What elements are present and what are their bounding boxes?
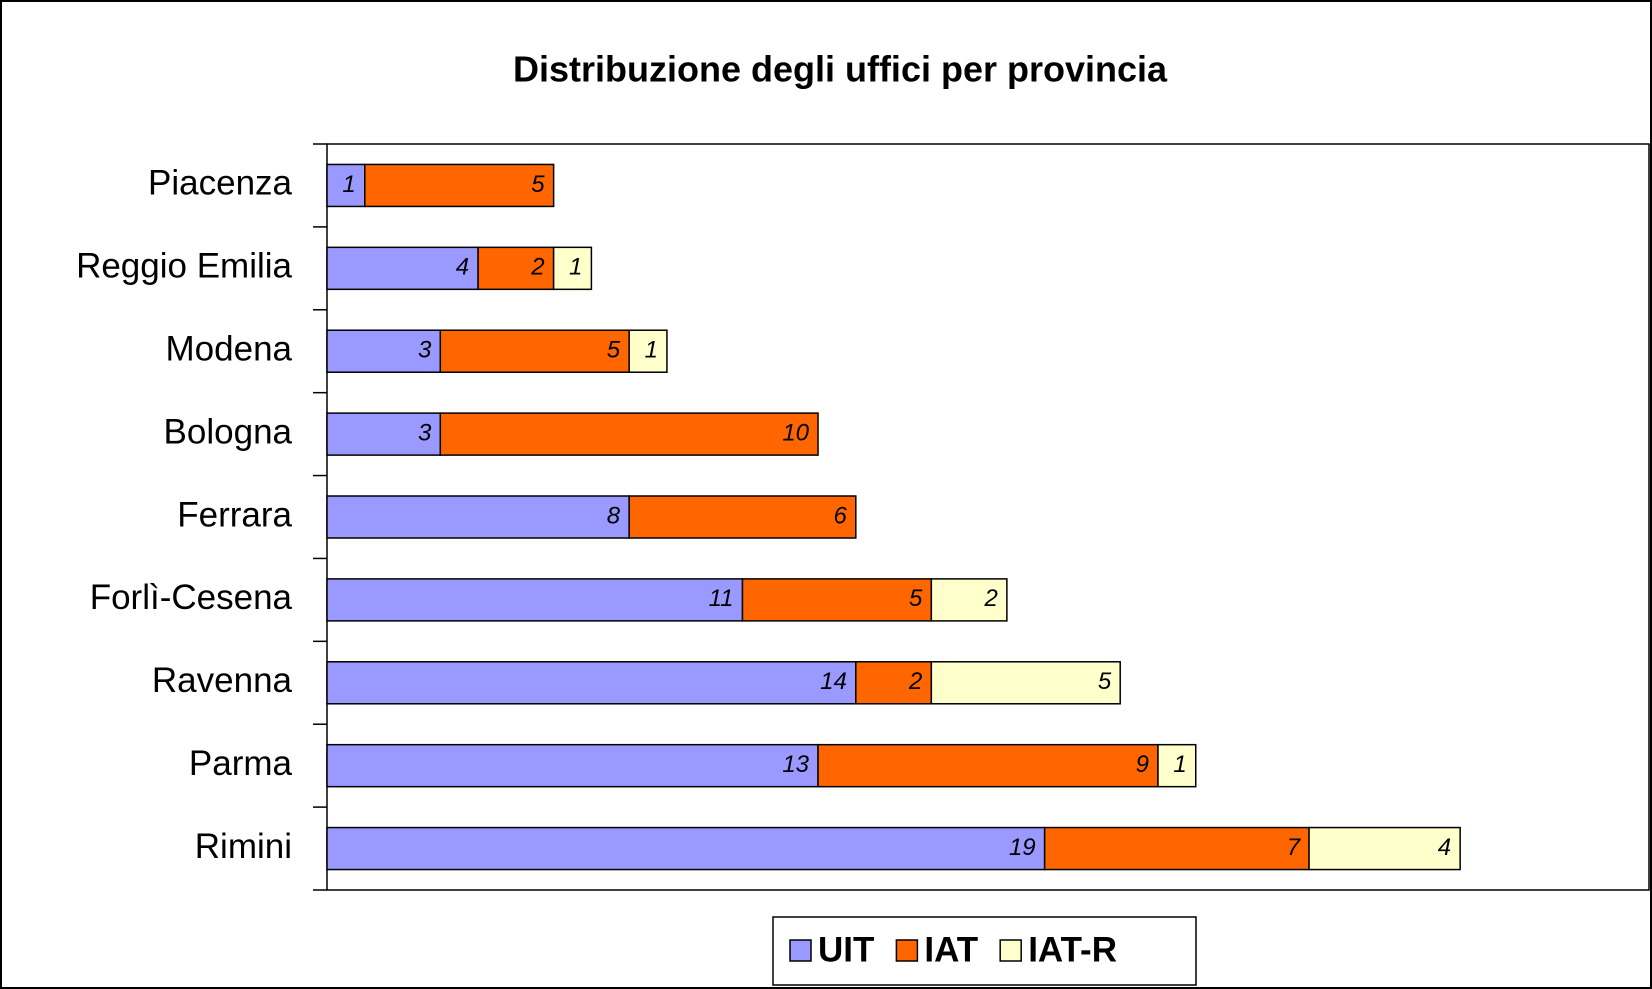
bar-segment <box>477 246 555 291</box>
data-label: 14 <box>820 668 847 695</box>
data-label: 5 <box>531 171 545 198</box>
category-label: Bologna <box>164 412 293 451</box>
bar-segment <box>1308 826 1461 871</box>
bar-segment <box>817 743 1159 788</box>
bar-segment <box>1043 826 1310 871</box>
bar-segment <box>930 661 1121 705</box>
data-label: 11 <box>709 585 734 612</box>
data-label: 5 <box>909 585 923 612</box>
data-label: 7 <box>1287 834 1302 861</box>
data-label: 3 <box>418 337 432 364</box>
data-label: 1 <box>569 254 582 281</box>
category-label: Parma <box>189 744 293 783</box>
bar-segment <box>326 743 819 788</box>
chart-title: Distribuzione degli uffici per provincia <box>513 49 1168 90</box>
category-label: Ferrara <box>177 495 292 534</box>
bar-segment <box>439 329 630 373</box>
data-label: 2 <box>984 585 998 612</box>
bar-segment <box>326 412 442 456</box>
data-label: 4 <box>456 254 469 281</box>
bar-segment <box>326 578 744 622</box>
data-label: 13 <box>782 751 809 778</box>
bar-segment <box>326 661 857 705</box>
bar-segment <box>439 412 819 456</box>
data-label: 5 <box>1098 668 1112 695</box>
category-label: Rimini <box>195 827 292 866</box>
legend-label: IAT <box>924 930 978 969</box>
bar-segment <box>326 495 630 539</box>
bar-segment <box>552 246 593 291</box>
legend-swatch <box>895 939 919 962</box>
bar-segment <box>364 163 555 208</box>
legend-swatch <box>789 939 812 962</box>
data-label: 5 <box>607 337 621 364</box>
data-label: 10 <box>782 419 809 446</box>
bar-segment <box>628 495 857 539</box>
bar-segment <box>326 246 479 291</box>
data-label: 2 <box>530 254 544 281</box>
data-label: 4 <box>1438 834 1451 861</box>
bar-segment <box>326 329 442 373</box>
data-label: 9 <box>1136 751 1149 778</box>
data-label: 3 <box>418 419 432 446</box>
data-label: 8 <box>607 502 621 529</box>
bar-segment <box>741 578 933 622</box>
bar-segment <box>326 826 1046 871</box>
data-label: 6 <box>833 502 847 529</box>
bar-segment <box>628 329 668 373</box>
bar-segment <box>326 163 366 208</box>
category-label: Piacenza <box>148 164 293 203</box>
data-label: 1 <box>645 337 658 364</box>
data-label: 1 <box>342 171 355 198</box>
category-label: Reggio Emilia <box>76 247 292 286</box>
category-label: Ravenna <box>152 661 293 700</box>
legend-swatch <box>999 939 1022 962</box>
category-label: Modena <box>166 329 293 368</box>
legend-label: UIT <box>818 930 874 969</box>
data-label: 1 <box>1173 751 1186 778</box>
legend-box <box>772 916 1197 986</box>
data-label: 19 <box>1009 834 1036 861</box>
data-label: 2 <box>908 668 922 695</box>
bar-segment <box>930 578 1008 622</box>
bar-segment <box>1157 743 1197 788</box>
legend-label: IAT-R <box>1028 930 1117 969</box>
category-label: Forlì-Cesena <box>90 578 293 617</box>
